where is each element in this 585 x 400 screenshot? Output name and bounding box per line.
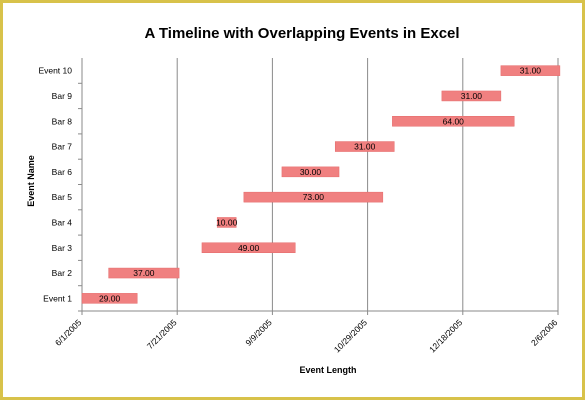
bars: 29.00 37.00 49.00 10.00 73.00 30.00 31.00 64.00… [81, 65, 561, 304]
axes [78, 58, 559, 315]
x-tick-label: 9/9/2005 [243, 317, 274, 348]
event-bar [201, 242, 296, 253]
y-tick-label: Bar 4 [52, 217, 73, 227]
event-bar [243, 191, 384, 203]
y-tick-label: Bar 6 [52, 167, 73, 177]
x-tick-label: 6/1/2005 [53, 317, 84, 348]
bar-data-label: 31.00 [520, 66, 542, 76]
event-bar [108, 267, 180, 279]
chart-title: A Timeline with Overlapping Events in Ex… [144, 25, 459, 42]
bar-data-label: 29.00 [99, 293, 121, 303]
y-tick-label: Event 1 [43, 293, 72, 303]
y-axis-label: Event Name [26, 155, 36, 207]
event-bar [81, 293, 138, 304]
y-tick-label: Bar 3 [52, 243, 73, 253]
bar-data-label: 64.00 [443, 116, 465, 126]
y-tick-label: Bar 5 [52, 192, 73, 202]
y-tick-labels: Event 1 Bar 2 Bar 3 Bar 4 Bar 5 Bar 6 Bar 7 Bar… [38, 66, 72, 304]
bar-data-label: 31.00 [461, 91, 483, 101]
y-tick-label: Bar 7 [52, 142, 73, 152]
y-tick-label: Bar 9 [52, 91, 73, 101]
x-tick-label: 7/21/2005 [145, 317, 179, 351]
bar-data-label: 73.00 [303, 192, 325, 202]
bar-data-label: 37.00 [133, 268, 155, 278]
event-bar [281, 166, 340, 178]
bar-data-label: 31.00 [354, 142, 376, 152]
bar-data-label: 30.00 [300, 167, 322, 177]
bar-data-label: 10.00 [216, 217, 238, 227]
x-tick-label: 12/18/2005 [427, 317, 464, 354]
event-bar [392, 116, 515, 127]
x-tick-label: 2/6/2006 [529, 317, 560, 348]
event-bar [500, 65, 561, 76]
event-bar [216, 217, 237, 228]
x-tick-label: 10/29/2005 [332, 317, 369, 354]
event-bar [334, 141, 395, 152]
bar-data-label: 49.00 [238, 243, 260, 253]
y-tick-label: Bar 2 [52, 268, 73, 278]
y-tick-label: Event 10 [38, 66, 72, 76]
event-bar [441, 90, 502, 102]
x-tick-labels: 6/1/2005 7/21/2005 9/9/2005 10/29/2005 12/18… [53, 317, 560, 354]
x-axis-label: Event Length [299, 365, 356, 375]
y-tick-label: Bar 8 [52, 116, 73, 126]
